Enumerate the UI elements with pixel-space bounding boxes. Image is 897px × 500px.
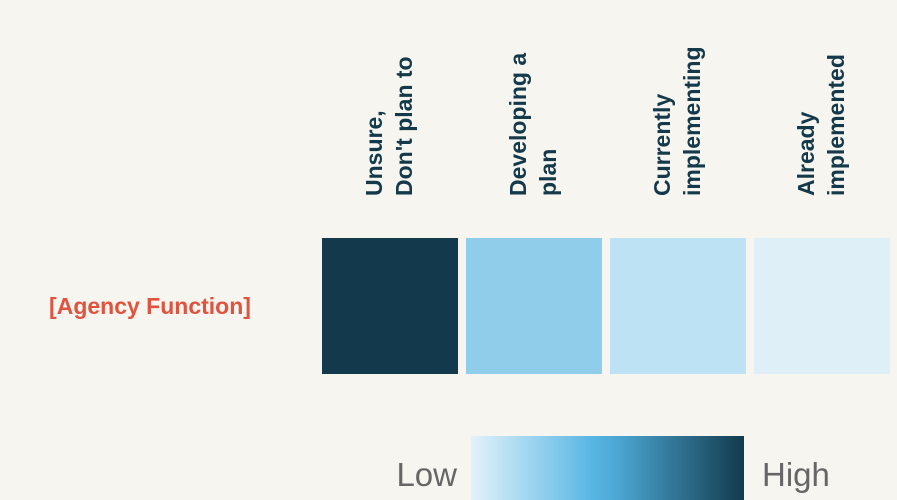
legend-low-label: Low bbox=[396, 456, 457, 493]
heatmap-cells bbox=[322, 238, 890, 374]
legend: Low High bbox=[396, 436, 830, 500]
legend-gradient-bar bbox=[471, 436, 744, 500]
column-label-0-line-0: Unsure, bbox=[361, 110, 387, 196]
heatmap-cell-r0-c1 bbox=[466, 238, 602, 374]
row-label-0: [Agency Function] bbox=[49, 293, 251, 319]
heatmap-cell-r0-c2 bbox=[610, 238, 746, 374]
row-labels: [Agency Function] bbox=[49, 293, 251, 319]
column-label-0-line-1: Don't plan to bbox=[391, 56, 417, 196]
column-label-1-line-0: Developing a bbox=[505, 53, 531, 196]
column-label-2-line-0: Currently bbox=[649, 94, 675, 196]
heatmap-cell-r0-c0 bbox=[322, 238, 458, 374]
column-label-3-line-1: implemented bbox=[823, 54, 849, 196]
column-label-2-line-1: implementing bbox=[679, 46, 705, 196]
column-label-3-line-0: Already bbox=[793, 111, 819, 196]
column-label-1-line-1: plan bbox=[535, 149, 561, 196]
legend-high-label: High bbox=[762, 456, 830, 493]
heatmap-cell-r0-c3 bbox=[754, 238, 890, 374]
column-labels: Unsure, Don't plan to Developing a plan Curr… bbox=[361, 46, 849, 196]
